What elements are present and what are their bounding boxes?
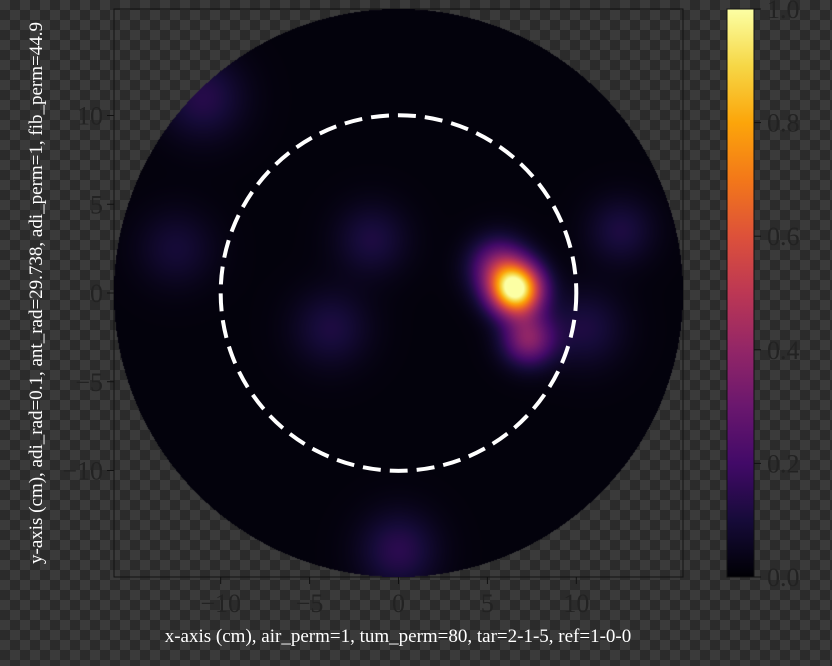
- colorbar-tick-label: 0.8: [767, 109, 800, 138]
- y-tick-label: 0: [90, 279, 103, 308]
- colorbar-tick-label: 0.4: [767, 336, 800, 365]
- y-tick-label: −5: [75, 368, 103, 397]
- y-tick-label: 10: [77, 102, 103, 131]
- reference-circle: [218, 113, 579, 473]
- plot-area: [113, 8, 684, 578]
- colorbar-tick-label: 0.0: [767, 563, 800, 592]
- x-tick-label: −5: [296, 589, 324, 618]
- colorbar-tick-label: 0.6: [767, 222, 800, 251]
- y-axis-ticks: −10 −5 0 5 10: [62, 102, 114, 486]
- heatmap-image: [114, 9, 683, 577]
- x-tick-label: 0: [392, 589, 405, 618]
- colorbar-gradient: [726, 8, 755, 578]
- colorbar-ticks: 0.0 0.2 0.4 0.6 0.8 1.0: [754, 0, 800, 592]
- x-tick-label: −10: [200, 589, 241, 618]
- colorbar-tick-label: 1.0: [767, 0, 800, 24]
- colorbar: 0.0 0.2 0.4 0.6 0.8 1.0: [726, 0, 800, 592]
- x-axis-label: x-axis (cm), air_perm=1, tum_perm=80, ta…: [165, 626, 632, 647]
- y-tick-label: −10: [62, 457, 103, 486]
- x-axis-ticks: −10 −5 0 5 10: [200, 577, 589, 618]
- x-tick-label: 10: [563, 589, 589, 618]
- x-tick-label: 5: [481, 589, 494, 618]
- y-axis-label: y-axis (cm), adi_rad=0.1, ant_rad=29.738…: [26, 22, 47, 564]
- y-tick-label: 5: [90, 190, 103, 219]
- colorbar-tick-label: 0.2: [767, 449, 800, 478]
